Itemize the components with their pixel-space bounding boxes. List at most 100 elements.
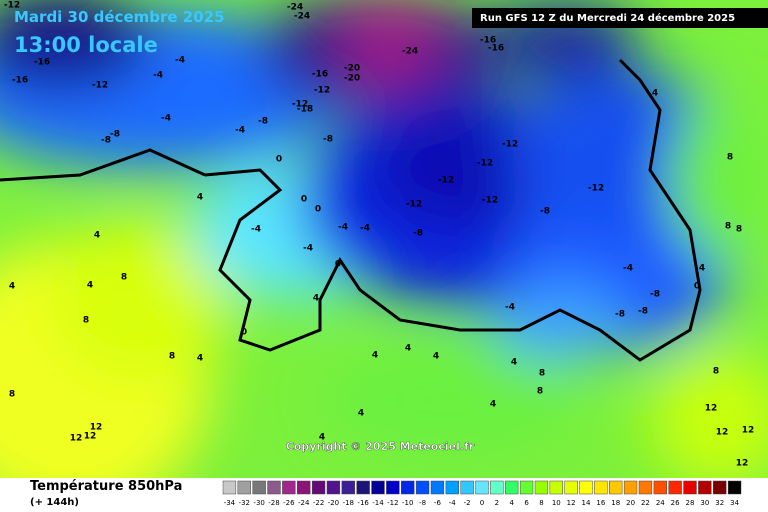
scale-label: -14	[372, 499, 384, 507]
contour-label: -4	[153, 71, 163, 81]
scale-swatch	[594, 480, 608, 495]
contour-label: 4	[9, 282, 15, 292]
contour-label: 4	[94, 231, 100, 241]
scale-swatch	[311, 480, 326, 495]
contour-label: -4	[623, 264, 633, 274]
scale-label: 32	[715, 499, 724, 507]
scale-swatch	[623, 480, 638, 495]
scale-swatch	[445, 480, 459, 495]
scale-label: -26	[283, 499, 295, 507]
scale-label: 2	[495, 499, 499, 507]
contour-label: -4	[235, 126, 245, 136]
scale-label: -24	[298, 499, 310, 507]
contour-label: -4	[303, 244, 313, 254]
scale-label: 16	[596, 499, 605, 507]
scale-swatch	[519, 480, 534, 495]
contour-label: -12	[502, 140, 518, 150]
contour-label: -12	[588, 184, 604, 194]
contour-label: 4	[405, 344, 411, 354]
contour-label: -4	[338, 223, 348, 233]
contour-label: -16	[34, 58, 50, 68]
contour-label: 8	[83, 316, 89, 326]
color-scale: -34 -32 -30 -28 -26 -24 -22 -20 -18 -16 -14 -12 -10-…	[222, 480, 742, 507]
contour-label: 0	[241, 328, 247, 338]
scale-label: -4	[449, 499, 457, 507]
scale-swatch	[534, 480, 549, 495]
scale-label: 28	[686, 499, 695, 507]
contour-label: -12	[406, 200, 422, 210]
scale-swatch	[683, 480, 697, 495]
contour-label: 12	[84, 432, 97, 442]
scale-swatch	[564, 480, 578, 495]
contour-label: -8	[540, 207, 550, 217]
contour-label: 8	[539, 369, 545, 379]
run-info: Run GFS 12 Z du Mercredi 24 décembre 202…	[480, 12, 735, 24]
contour-label: 4	[87, 281, 93, 291]
contour-label: -18	[297, 105, 313, 115]
contour-label: 4	[372, 351, 378, 361]
scale-swatch	[430, 480, 445, 495]
contour-label: -12	[314, 86, 330, 96]
contour-label: 12	[736, 459, 749, 469]
contour-label: 4	[490, 400, 496, 410]
contour-label: -4	[360, 224, 370, 234]
copyright: Copyright © 2025 Meteociel.fr	[286, 440, 475, 453]
contour-label: 8	[736, 225, 742, 235]
contour-label: 8	[727, 153, 733, 163]
scale-label: -8	[419, 499, 426, 507]
contour-label: -8	[101, 136, 111, 146]
contour-label: -8	[615, 310, 625, 320]
contour-label: -4	[251, 225, 261, 235]
field-title: Température 850hPa	[30, 479, 182, 494]
valid-time: 13:00 locale	[14, 33, 158, 57]
scale-label: 0	[480, 499, 484, 507]
scale-swatch	[237, 480, 251, 495]
contour-label: -24	[294, 12, 310, 22]
scale-label: 12	[567, 499, 576, 507]
scale-label: -2	[464, 499, 471, 507]
scale-swatch	[549, 480, 563, 495]
scale-label: 6	[524, 499, 529, 507]
scale-swatch	[401, 480, 415, 495]
scale-swatch	[252, 480, 266, 495]
lead-time: (+ 144h)	[30, 497, 79, 508]
scale-swatch	[356, 480, 370, 495]
contour-label: 0	[276, 155, 282, 165]
contour-label: -8	[413, 229, 423, 239]
contour-label: 4	[652, 89, 658, 99]
contour-label: -12	[438, 176, 454, 186]
contour-label: -16	[12, 76, 28, 86]
scale-swatch	[727, 480, 742, 495]
valid-date: Mardi 30 décembre 2025	[14, 8, 225, 26]
scale-label: -34	[224, 499, 236, 507]
contour-label: 4	[433, 352, 439, 362]
contour-label: 12	[90, 423, 103, 433]
scale-swatch	[371, 480, 385, 495]
scale-swatch	[698, 480, 712, 495]
contour-label: 8	[169, 352, 175, 362]
contour-label: 4	[511, 358, 517, 368]
scale-label: -28	[268, 499, 279, 507]
scale-label: 20	[626, 499, 635, 507]
scale-swatch	[653, 480, 667, 495]
contour-label: -8	[110, 130, 120, 140]
scale-label: 18	[611, 499, 620, 507]
contour-label: 0	[315, 205, 321, 215]
contour-label: -24	[402, 47, 418, 57]
scale-label: -16	[357, 499, 369, 507]
contour-label: -16	[488, 44, 504, 54]
contour-label: -4	[175, 56, 185, 66]
scale-swatch	[222, 480, 237, 495]
scale-swatch	[609, 480, 623, 495]
contour-label: -16	[480, 36, 496, 46]
scale-label: -18	[343, 499, 354, 507]
contour-label: -8	[638, 307, 648, 317]
scale-label: 26	[671, 499, 680, 507]
scale-label: -10	[402, 499, 413, 507]
contour-label: -12	[4, 1, 20, 11]
scale-label: -20	[328, 499, 339, 507]
contour-label: 12	[705, 404, 718, 414]
contour-label: 12	[742, 426, 755, 436]
